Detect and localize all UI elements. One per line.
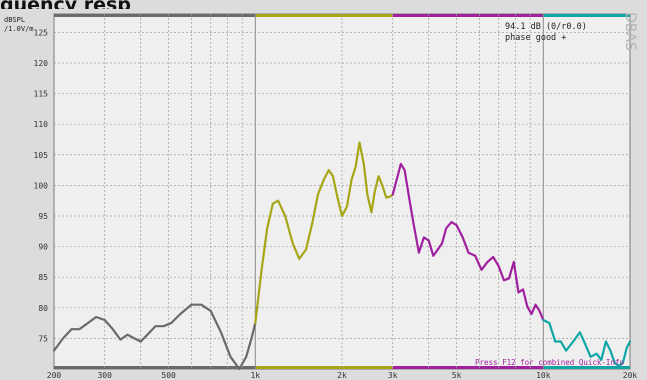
axis-ticks: 125 120 115 110 105 100 95 90 85 80 75 200 300 500 1k 2… [34, 28, 638, 380]
band-strip-top-top [543, 14, 630, 17]
x-tick-label-20k: 20k [623, 371, 638, 380]
y-tick-label-80: 80 [38, 304, 48, 313]
band-strip-bottom-top [543, 366, 630, 369]
x-tick-label-5k: 5k [452, 371, 462, 380]
series-line-low [52, 303, 257, 371]
series-line-high [391, 162, 545, 322]
brand-watermark: DBAS [622, 12, 638, 51]
band-strip-bottom-low [54, 366, 256, 369]
band-strip-top-high [392, 14, 544, 17]
y-axis-unit-label-2: /1.0V/m [4, 25, 34, 33]
y-tick-label-125: 125 [34, 28, 49, 37]
band-strip-bottom-high [392, 366, 544, 369]
x-tick-label-200: 200 [47, 371, 62, 380]
band-strip-top-mid [255, 14, 393, 17]
y-tick-label-120: 120 [34, 59, 49, 68]
y-tick-label-85: 85 [38, 273, 48, 282]
x-tick-label-500: 500 [161, 371, 176, 380]
x-tick-label-2k: 2k [337, 371, 347, 380]
band-strip-top-low [54, 14, 256, 17]
quick-info-note: Press F12 for combined Quick-Info [475, 358, 624, 367]
y-tick-label-100: 100 [34, 181, 49, 190]
x-tick-label-3k: 3k [388, 371, 398, 380]
y-tick-label-95: 95 [38, 212, 48, 221]
series-line-top [542, 318, 632, 367]
band-strip-bottom-mid [255, 366, 393, 369]
y-tick-label-115: 115 [34, 90, 49, 99]
y-tick-label-105: 105 [34, 151, 49, 160]
y-axis-unit-label: dBSPL [4, 16, 25, 24]
info-level-readout: 94.1 dB (0/r0.0) [505, 22, 587, 32]
x-tick-label-1k: 1k [250, 371, 260, 380]
y-tick-label-110: 110 [34, 120, 49, 129]
x-tick-label-300: 300 [97, 371, 112, 380]
info-phase-readout: phase good + [505, 33, 566, 43]
band-strips [54, 14, 630, 369]
y-tick-label-90: 90 [38, 243, 48, 252]
series-line-mid [254, 141, 394, 325]
grid [54, 14, 630, 369]
y-tick-label-75: 75 [38, 334, 48, 343]
x-tick-label-10k: 10k [536, 371, 551, 380]
series-layer [52, 141, 632, 371]
